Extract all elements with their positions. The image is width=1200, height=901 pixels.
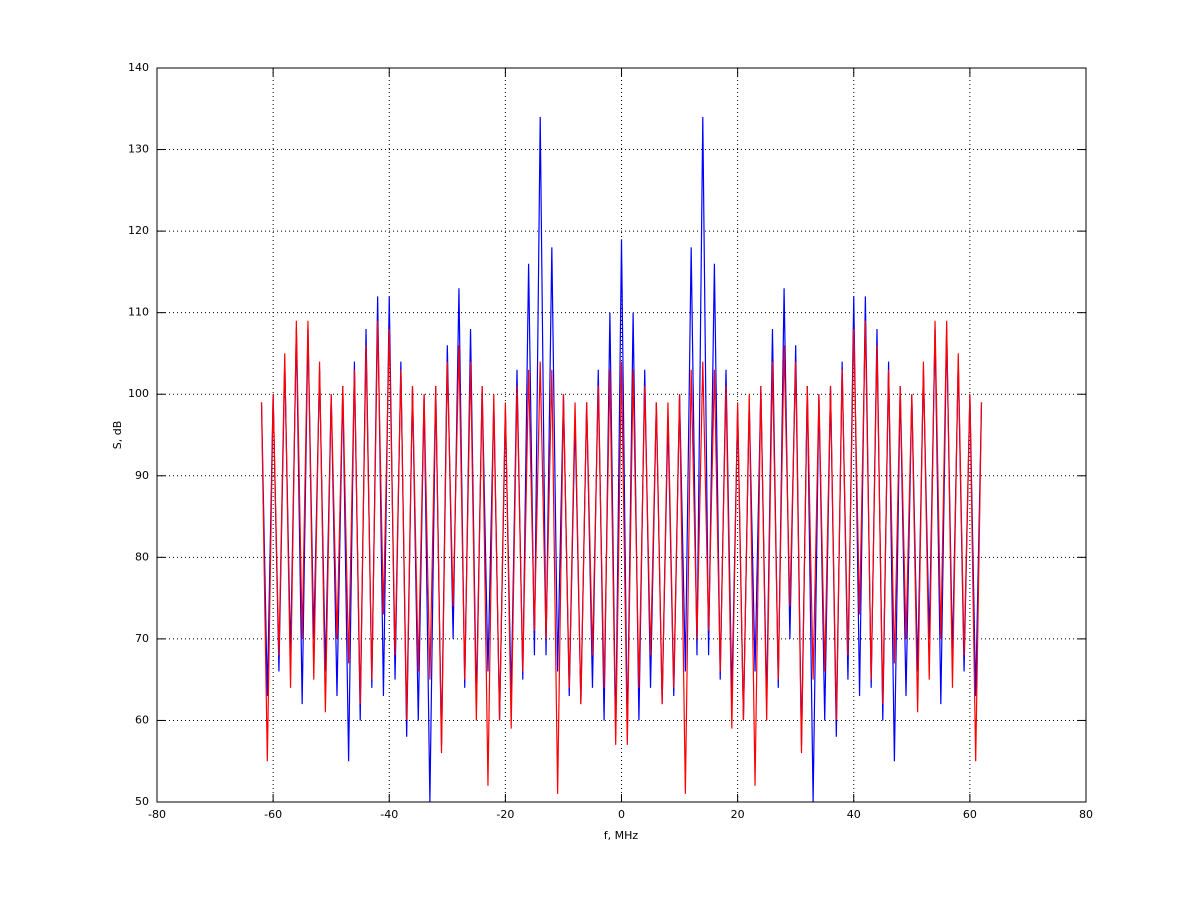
x-tick-label: -40 (380, 808, 398, 821)
x-axis-label: f, MHz (604, 829, 639, 842)
y-tick-label: 60 (135, 713, 149, 726)
x-tick-label: -80 (148, 808, 166, 821)
x-tick-label: 80 (1079, 808, 1093, 821)
y-tick-label: 100 (128, 387, 149, 400)
plot-area (260, 116, 983, 803)
x-tick-label: 0 (618, 808, 625, 821)
y-axis-label: S, dB (111, 421, 124, 450)
ticks: -80 -60 -40 -20 0 20 40 60 80 50 60 70 80 90 100 110 120… (128, 61, 1093, 821)
y-tick-label: 80 (135, 550, 149, 563)
x-tick-label: -20 (496, 808, 514, 821)
y-tick-label: 110 (128, 306, 149, 319)
series-line (260, 320, 983, 794)
y-tick-label: 70 (135, 632, 149, 645)
x-tick-label: -60 (264, 808, 282, 821)
y-tick-label: 140 (128, 61, 149, 74)
x-tick-label: 40 (847, 808, 861, 821)
y-tick-label: 90 (135, 469, 149, 482)
x-tick-label: 60 (963, 808, 977, 821)
x-tick-label: 20 (731, 808, 745, 821)
y-tick-label: 50 (135, 795, 149, 808)
y-tick-label: 130 (128, 143, 149, 156)
series-line (260, 116, 983, 803)
y-tick-label: 120 (128, 224, 149, 237)
